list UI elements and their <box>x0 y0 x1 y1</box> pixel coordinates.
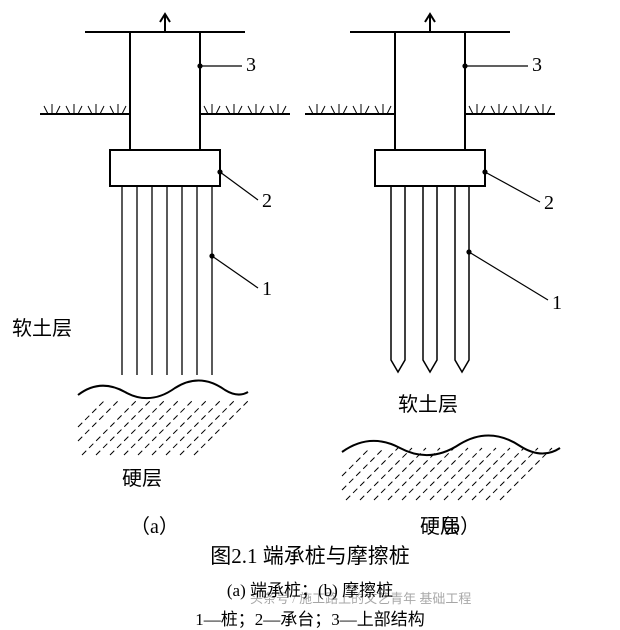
label-b-1: 1 <box>552 292 562 315</box>
label-a-1: 1 <box>262 278 272 301</box>
caption: 图2.1 端承桩与摩擦桩 (a) 端承桩；(b) 摩擦桩 1—桩；2—承台；3—… <box>0 540 620 630</box>
caption-legend: 1—桩；2—承台；3—上部结构 <box>0 605 620 630</box>
label-a-2: 2 <box>262 190 272 213</box>
diagram-svg <box>0 0 620 611</box>
label-b-sub-vis: （b） <box>430 510 480 539</box>
label-b-3: 3 <box>532 54 542 77</box>
watermark: 头条号 / 施工路上的文艺青年 基础工程 <box>250 588 471 607</box>
label-a-sub: （a） <box>130 510 179 539</box>
caption-title: 图2.1 端承桩与摩擦桩 <box>0 540 620 570</box>
label-a-soft: 软土层 <box>12 312 72 341</box>
label-a-hard: 硬层 <box>122 462 162 491</box>
label-a-3: 3 <box>246 54 256 77</box>
diagram-a <box>40 14 290 455</box>
diagram-b <box>305 14 560 500</box>
label-b-2: 2 <box>544 192 554 215</box>
label-b-soft: 软土层 <box>398 388 458 417</box>
